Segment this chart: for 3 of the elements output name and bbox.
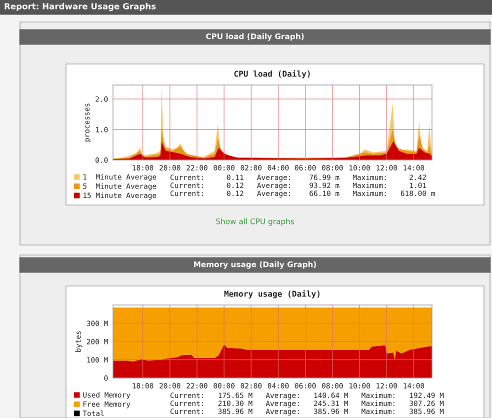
chart-title: CPU load (Daily) <box>234 70 310 78</box>
text: Report: Hardware Usage Graphs <box>4 2 156 12</box>
chart-title: Memory usage (Daily) <box>224 290 320 298</box>
